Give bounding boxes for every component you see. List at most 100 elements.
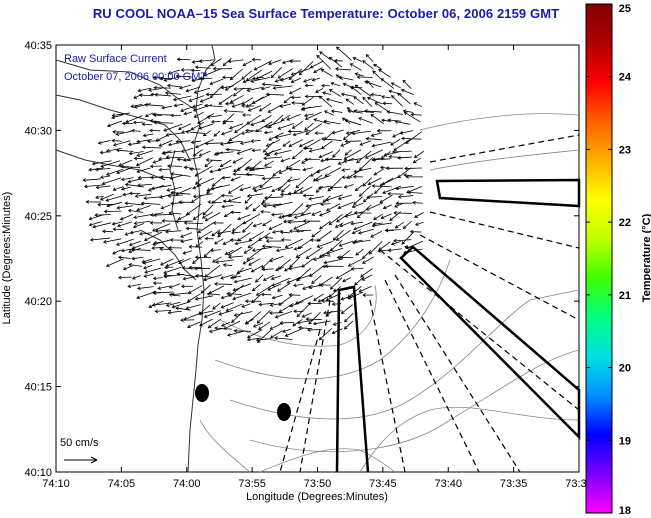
current-vector	[272, 294, 283, 299]
current-vector-head	[362, 198, 367, 203]
current-vector	[359, 185, 371, 197]
current-vector-head	[242, 220, 247, 225]
current-vector-head	[252, 223, 257, 228]
current-vector-head	[387, 248, 392, 253]
current-vector-head	[192, 260, 196, 264]
current-vector	[286, 113, 301, 121]
current-vector-head	[321, 264, 326, 269]
current-vector-head	[198, 59, 203, 63]
current-vector-head	[185, 226, 190, 231]
current-vector-head	[342, 278, 347, 283]
current-vector-head	[106, 123, 111, 128]
current-vector	[403, 220, 412, 229]
current-vector-head	[309, 238, 314, 242]
current-vector	[304, 122, 314, 131]
current-vector	[203, 130, 211, 136]
current-vector-head	[194, 65, 199, 70]
current-vector-head	[407, 190, 412, 195]
current-vector-head	[321, 83, 325, 88]
current-vector-head	[366, 96, 371, 101]
current-vector-head	[279, 230, 284, 235]
current-vector	[147, 140, 161, 142]
current-vector	[204, 105, 223, 108]
current-vector	[388, 248, 403, 251]
current-vector	[203, 274, 223, 281]
current-vector	[152, 302, 172, 306]
current-vector	[325, 194, 343, 201]
current-vector	[188, 285, 203, 294]
current-vector-head	[260, 86, 265, 91]
current-vector	[344, 312, 354, 323]
current-vector-head	[353, 109, 358, 113]
current-vector	[240, 141, 251, 145]
current-vector	[362, 97, 373, 107]
current-vector-head	[183, 165, 188, 170]
current-vector-head	[215, 151, 220, 156]
current-vector-head	[204, 103, 208, 108]
current-vector	[415, 221, 424, 226]
current-vector	[263, 203, 282, 207]
current-vector	[343, 83, 352, 88]
current-vector-head	[241, 76, 245, 80]
current-vector	[288, 220, 304, 223]
current-vector-head	[323, 110, 328, 114]
current-vector	[277, 282, 291, 292]
current-vector-head	[261, 244, 266, 249]
current-vector-head	[341, 175, 345, 180]
current-vector	[187, 293, 201, 303]
current-vector-head	[371, 223, 376, 228]
current-vector	[365, 54, 374, 62]
current-vector	[355, 248, 364, 256]
current-vector	[153, 214, 173, 216]
current-vector	[248, 258, 261, 266]
current-vector-head	[163, 274, 168, 279]
current-vector-head	[229, 238, 234, 242]
current-vector	[340, 141, 351, 147]
current-vector	[309, 147, 324, 152]
current-vector	[329, 89, 342, 97]
current-vector-head	[384, 228, 389, 233]
current-vector-head	[245, 104, 250, 108]
current-vector	[251, 166, 272, 171]
current-vector	[175, 307, 191, 311]
current-vector-head	[364, 155, 369, 159]
current-vector-head	[346, 175, 351, 179]
current-vector	[274, 337, 293, 340]
current-vector-head	[170, 172, 174, 176]
current-vector-head	[175, 306, 179, 311]
current-vector-head	[390, 82, 395, 86]
current-vector-head	[150, 212, 154, 217]
current-vector-head	[158, 167, 163, 172]
current-vector-head	[231, 104, 236, 108]
current-vector-head	[339, 223, 344, 228]
current-vector-head	[124, 232, 129, 236]
current-vector	[365, 149, 384, 159]
current-vector	[204, 159, 213, 167]
current-vector-head	[405, 174, 410, 179]
current-vector-head	[175, 74, 180, 78]
current-vector	[143, 133, 154, 137]
current-vector	[228, 196, 241, 202]
current-vector-head	[318, 154, 323, 159]
current-vector	[355, 73, 364, 77]
current-vector-head	[180, 108, 184, 113]
current-vector	[178, 213, 191, 220]
current-vector	[271, 213, 283, 216]
current-vector	[143, 264, 153, 269]
current-vector-head	[159, 247, 163, 251]
current-vector	[171, 173, 191, 177]
current-vector-head	[274, 79, 279, 83]
current-vector	[202, 211, 214, 219]
current-vector-head	[130, 247, 135, 252]
current-vector	[100, 160, 121, 167]
current-vector	[354, 167, 372, 173]
current-vector	[243, 213, 261, 225]
current-vector-head	[128, 262, 132, 267]
current-vector-head	[293, 246, 298, 251]
current-vector-head	[381, 95, 385, 99]
current-vector-head	[236, 270, 241, 274]
current-vector	[255, 274, 264, 283]
current-vector-head	[217, 233, 221, 238]
current-vector	[170, 175, 183, 180]
current-vector-head	[182, 276, 187, 281]
